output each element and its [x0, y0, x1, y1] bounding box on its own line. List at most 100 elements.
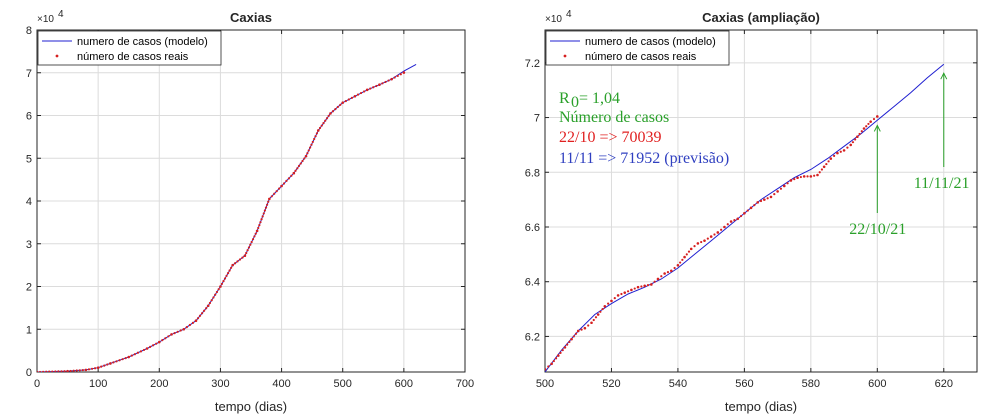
data-point-real	[103, 364, 106, 367]
data-point-real	[130, 354, 133, 357]
y-exponent-label: ×10	[37, 14, 54, 25]
data-point-real	[215, 290, 219, 294]
y-tick-label: 0	[26, 367, 32, 379]
legend-label-modelo: numero de casos (modelo)	[77, 36, 208, 48]
data-point-real	[285, 179, 288, 183]
data-point-real	[278, 187, 281, 190]
data-point-real	[683, 255, 686, 259]
data-point-real	[653, 280, 656, 283]
data-point-real	[673, 266, 676, 270]
data-point-real	[769, 195, 773, 199]
data-point-real	[779, 187, 783, 190]
data-point-real	[96, 366, 100, 370]
data-point-real	[822, 165, 826, 169]
legend-dot-real	[55, 54, 59, 58]
data-point-real	[334, 107, 337, 111]
data-point-real	[270, 195, 273, 198]
data-point-real	[607, 302, 610, 305]
data-point-real	[339, 103, 342, 106]
data-point-real	[115, 360, 118, 363]
y-tick-label: 7	[26, 68, 32, 80]
data-point-real	[261, 215, 264, 218]
data-point-real	[320, 124, 323, 127]
data-point-real	[402, 71, 406, 74]
data-point-real	[630, 288, 633, 292]
data-point-real	[185, 326, 188, 329]
data-point-real	[396, 74, 399, 77]
data-point-real	[222, 280, 225, 283]
data-point-real	[350, 96, 353, 99]
data-point-real	[773, 193, 776, 196]
data-point-real	[700, 240, 703, 244]
data-point-real	[825, 162, 828, 166]
data-point-real	[681, 258, 684, 261]
data-point-real	[813, 174, 816, 177]
data-point-real	[554, 357, 558, 360]
data-point-real	[786, 182, 789, 185]
data-point-real	[42, 370, 45, 372]
x-tick-label: 600	[395, 378, 413, 390]
y-tick-label: 6.2	[525, 331, 540, 343]
data-point-real	[713, 233, 716, 236]
data-point-real	[610, 299, 613, 303]
legend-box	[545, 30, 730, 66]
data-point-real	[356, 93, 360, 96]
data-point-real	[633, 287, 636, 290]
y-tick-label: 4	[26, 196, 32, 208]
data-point-real	[253, 235, 256, 238]
data-point-real	[37, 370, 39, 372]
data-point-real	[372, 86, 375, 89]
chart-title: Caxias	[230, 10, 272, 25]
y-tick-label: 6.8	[525, 167, 540, 179]
data-point-real	[720, 228, 723, 231]
data-point-real	[212, 296, 215, 299]
axes-box	[544, 29, 978, 373]
data-point-real	[257, 226, 260, 230]
data-point-real	[155, 342, 158, 345]
data-point-real	[294, 169, 297, 172]
data-point-real	[802, 175, 806, 178]
data-point-real	[696, 242, 700, 245]
data-point-real	[316, 129, 320, 132]
data-point-real	[839, 150, 842, 153]
data-point-real	[139, 350, 143, 353]
arrow-real-label: 22/10/21	[849, 221, 906, 238]
data-point-real	[191, 321, 195, 324]
data-point-real	[173, 331, 176, 335]
data-point-real	[258, 223, 261, 227]
x-tick-label: 620	[935, 378, 953, 390]
y-tick-label: 6	[26, 111, 32, 123]
data-point-real	[646, 284, 650, 287]
data-point-real	[296, 167, 299, 170]
data-point-real	[854, 138, 857, 141]
data-point-real	[194, 319, 198, 323]
data-point-real	[793, 178, 796, 181]
data-point-real	[106, 363, 109, 366]
data-point-real	[170, 333, 173, 336]
data-point-real	[208, 301, 212, 305]
data-point-real	[836, 151, 839, 155]
y-tick-label: 7.2	[525, 58, 540, 70]
y-exponent-power: 4	[58, 9, 64, 20]
r0-subscript: 0	[571, 94, 579, 111]
data-point-real	[238, 258, 242, 261]
data-point-real	[365, 88, 369, 92]
data-point-real	[827, 160, 830, 163]
data-point-real	[78, 369, 81, 372]
data-point-real	[809, 175, 813, 178]
data-point-real	[666, 271, 670, 274]
data-point-real	[273, 192, 276, 195]
arrow-forecast-label: 11/11/21	[914, 175, 970, 192]
data-point-real	[287, 177, 291, 180]
x-tick-label: 600	[868, 378, 886, 390]
data-point-real	[249, 243, 252, 246]
data-point-real	[329, 112, 332, 115]
y-tick-label: 6.6	[525, 222, 540, 234]
data-point-real	[640, 285, 643, 288]
data-point-real	[220, 282, 224, 285]
data-point-real	[856, 135, 859, 139]
data-point-real	[198, 314, 202, 317]
data-point-real	[574, 332, 578, 335]
data-point-real	[344, 99, 347, 103]
data-point-real	[84, 368, 88, 372]
